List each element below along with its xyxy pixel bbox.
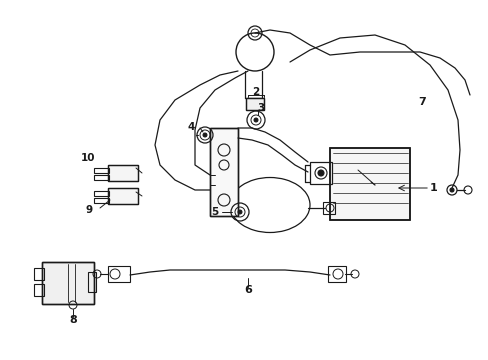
Bar — [94, 175, 109, 180]
Bar — [34, 268, 44, 280]
Text: 7: 7 — [417, 97, 425, 107]
Text: 4: 4 — [187, 122, 195, 132]
Bar — [327, 266, 346, 282]
Bar — [94, 198, 109, 203]
Text: 2: 2 — [252, 87, 259, 97]
Bar — [108, 165, 138, 181]
Circle shape — [203, 133, 206, 137]
Circle shape — [449, 188, 453, 192]
Circle shape — [238, 210, 242, 214]
Text: 3: 3 — [257, 103, 264, 113]
Bar — [88, 272, 96, 292]
Bar — [42, 262, 94, 304]
Bar — [42, 262, 94, 304]
Bar — [323, 202, 334, 214]
Bar — [245, 98, 264, 110]
Circle shape — [317, 170, 324, 176]
Text: 1: 1 — [429, 183, 437, 193]
Text: 10: 10 — [81, 153, 95, 163]
Bar — [309, 162, 331, 184]
Bar — [209, 128, 238, 216]
Bar — [34, 284, 44, 296]
Bar — [245, 98, 264, 110]
Text: 6: 6 — [244, 285, 251, 295]
Circle shape — [253, 118, 258, 122]
Bar — [94, 191, 109, 196]
Bar — [329, 148, 409, 220]
Bar — [329, 148, 409, 220]
Bar — [108, 266, 130, 282]
Bar — [108, 165, 138, 181]
Bar — [108, 188, 138, 204]
Bar — [209, 128, 238, 216]
Text: 5: 5 — [210, 207, 218, 217]
Bar — [108, 188, 138, 204]
Text: 8: 8 — [69, 315, 77, 325]
Bar — [94, 168, 109, 173]
Text: 9: 9 — [86, 205, 93, 215]
